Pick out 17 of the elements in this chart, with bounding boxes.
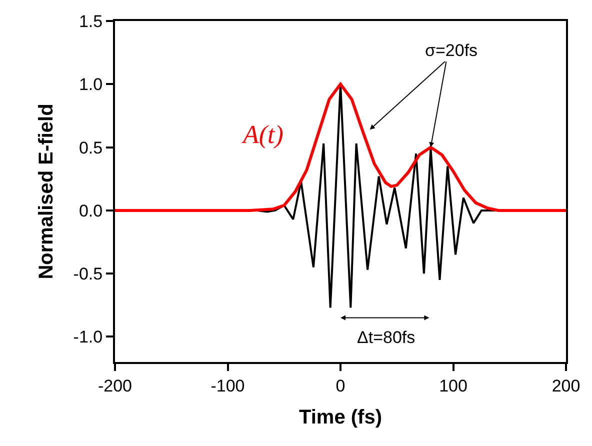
annotation: σ=20fs [425,41,478,60]
x-tick-label: -200 [98,376,132,396]
series-label: A(t) [241,120,284,149]
x-tick-label: 0 [336,376,346,396]
annotation: Δt=80fs [357,328,416,347]
y-tick-label: 0.0 [78,201,103,220]
y-tick-label: 1.5 [78,12,103,31]
y-tick-label: 0.5 [78,138,103,158]
x-tick-label: -100 [210,376,245,396]
x-axis-title: Time (fs) [299,406,382,428]
x-tick-label: 200 [552,376,580,396]
y-tick-label: -1.0 [73,328,103,347]
x-tick-label: 100 [439,376,468,396]
line-series [115,82,566,212]
y-axis-title: Normalised E-field [35,104,58,280]
y-tick-label: 1.0 [78,75,103,94]
y-tick-label: -0.5 [73,264,103,284]
